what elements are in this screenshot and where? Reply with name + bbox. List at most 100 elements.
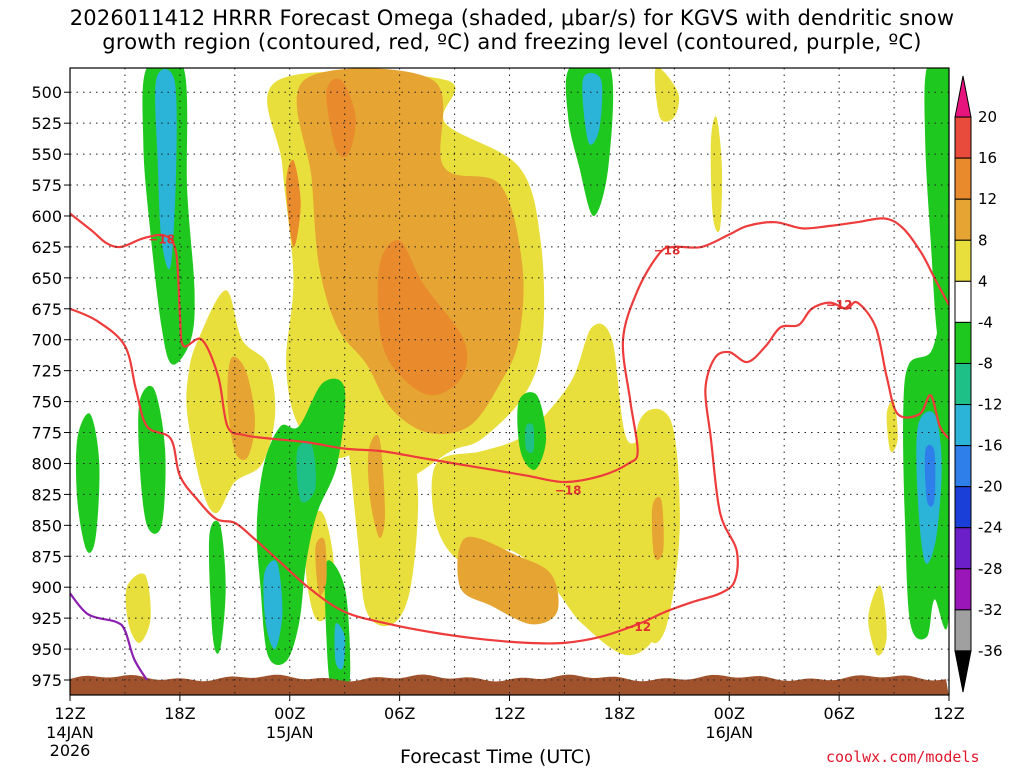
title-line-2: growth region (contoured, red, ºC) and f…: [102, 30, 922, 54]
omega-region-ascent-far-right-bottom: [868, 585, 887, 656]
x-tick-label: 12Z: [494, 704, 525, 723]
x-tick-date: 15JAN: [266, 723, 314, 742]
omega-region-ascent-lower-yellow: [431, 323, 675, 656]
colorbar-bin: [954, 239, 972, 282]
omega-region-ascent-far-right-small: [886, 400, 898, 453]
colorbar-bin: [954, 116, 972, 159]
colorbar-bin: [954, 321, 972, 364]
x-tick-label: 18Z: [164, 704, 195, 723]
colorbar-label: -12: [978, 396, 1003, 414]
x-tick-label: 18Z: [604, 704, 635, 723]
contour-label: −12: [826, 298, 853, 312]
omega-region-ascent-peak-upper: [326, 78, 356, 158]
omega-region-sinking-channel-core2: [296, 441, 317, 503]
x-tick-year: 2026: [50, 741, 91, 760]
y-tick-label: 675: [31, 300, 62, 319]
colorbar-label: 8: [978, 231, 988, 249]
colorbar-bin: [954, 404, 972, 447]
source-credit[interactable]: coolwx.com/models: [826, 748, 980, 766]
contour-label: −18: [148, 232, 175, 246]
omega-region-sinking-channel-core: [263, 560, 283, 650]
x-tick-label: 00Z: [274, 704, 305, 723]
y-tick-label: 900: [31, 578, 62, 597]
y-tick-label: 775: [31, 424, 62, 443]
y-tick-label: 850: [31, 516, 62, 535]
colorbar-label: -8: [978, 354, 993, 372]
omega-region-sinking-left-core: [155, 69, 177, 270]
omega-region-sinking-small-left: [75, 413, 100, 553]
colorbar-bin: [954, 650, 972, 693]
contour-label: −18: [555, 484, 582, 498]
y-tick-label: 750: [31, 393, 62, 412]
y-tick-label: 500: [31, 83, 62, 102]
y-tick-label: 800: [31, 454, 62, 473]
x-tick-date: 14JAN: [46, 723, 94, 742]
omega-region-ascent-right-strip: [654, 68, 680, 122]
x-tick-label: 12Z: [933, 704, 964, 723]
omega-region-sinking-bottom-mid-core: [334, 623, 346, 670]
omega-region-ascent-small-orange: [315, 537, 327, 596]
colorbar-bin: [954, 609, 972, 652]
colorbar-label: -16: [978, 437, 1003, 455]
colorbar-bin: [954, 198, 972, 241]
y-tick-label: 825: [31, 485, 62, 504]
y-tick-label: 950: [31, 640, 62, 659]
contour-dendritic-minus18-upper: [70, 212, 949, 484]
omega-region-ascent-narrow-right: [710, 116, 723, 233]
y-tick-label: 700: [31, 331, 62, 350]
y-tick-label: 600: [31, 207, 62, 226]
omega-region-ascent-right-orange: [651, 496, 664, 560]
contour-label: −18: [654, 244, 681, 258]
colorbar-bin: [954, 445, 972, 488]
omega-region-sinking-far-right-core2: [924, 444, 936, 507]
x-tick-date: 16JAN: [705, 723, 753, 742]
colorbar-label: 20: [978, 108, 997, 126]
x-axis-label: Forecast Time (UTC): [400, 746, 592, 768]
colorbar-bin: [954, 568, 972, 611]
contour-label: −12: [624, 620, 651, 634]
colorbar-label: 12: [978, 190, 997, 208]
x-tick-label: 00Z: [714, 704, 745, 723]
omega-region-sinking-bottom-left: [208, 520, 226, 654]
colorbar-label: -36: [978, 642, 1003, 660]
y-tick-label: 575: [31, 176, 62, 195]
colorbar-bin: [954, 486, 972, 529]
colorbar-label: -32: [978, 601, 1003, 619]
colorbar-bin: [954, 75, 972, 118]
y-tick-label: 550: [31, 145, 62, 164]
omega-region-ascent-core-orange: [296, 68, 524, 435]
omega-region-ascent-far-left: [125, 573, 151, 643]
y-tick-label: 625: [31, 238, 62, 257]
colorbar-bin: [954, 527, 972, 570]
x-tick-label: 06Z: [823, 704, 854, 723]
colorbar-bin: [954, 157, 972, 200]
omega-region-ascent-peak-orange: [377, 240, 468, 396]
y-tick-label: 525: [31, 114, 62, 133]
colorbar-bin: [954, 280, 972, 323]
omega-region-sinking-far-right-top: [924, 68, 949, 365]
y-tick-label: 925: [31, 609, 62, 628]
colorbar-label: 4: [978, 272, 988, 290]
y-tick-label: 725: [31, 362, 62, 381]
x-tick-label: 06Z: [384, 704, 415, 723]
colorbar-label: -28: [978, 560, 1003, 578]
y-tick-label: 975: [31, 671, 62, 690]
title-line-1: 2026011412 HRRR Forecast Omega (shaded, …: [69, 6, 955, 30]
x-tick-label: 12Z: [54, 704, 85, 723]
colorbar-label: -4: [978, 313, 993, 331]
omega-region-ascent-mid-orange: [367, 434, 385, 538]
contour-freezing-level: [70, 592, 148, 681]
colorbar-label: -20: [978, 478, 1003, 496]
omega-region-sinking-small-left2: [138, 385, 166, 534]
contour-dendritic-minus12-lower: [70, 300, 949, 645]
chart-title: 2026011412 HRRR Forecast Omega (shaded, …: [0, 6, 1024, 54]
colorbar-bin: [954, 362, 972, 406]
colorbar-label: -24: [978, 519, 1003, 537]
y-tick-label: 875: [31, 547, 62, 566]
omega-region-sinking-right-column-core: [582, 72, 603, 145]
omega-region-sinking-mid-blob-core: [525, 423, 535, 454]
colorbar-label: 16: [978, 149, 997, 167]
y-tick-label: 650: [31, 269, 62, 288]
omega-region-ascent-lower-orange: [457, 536, 559, 625]
